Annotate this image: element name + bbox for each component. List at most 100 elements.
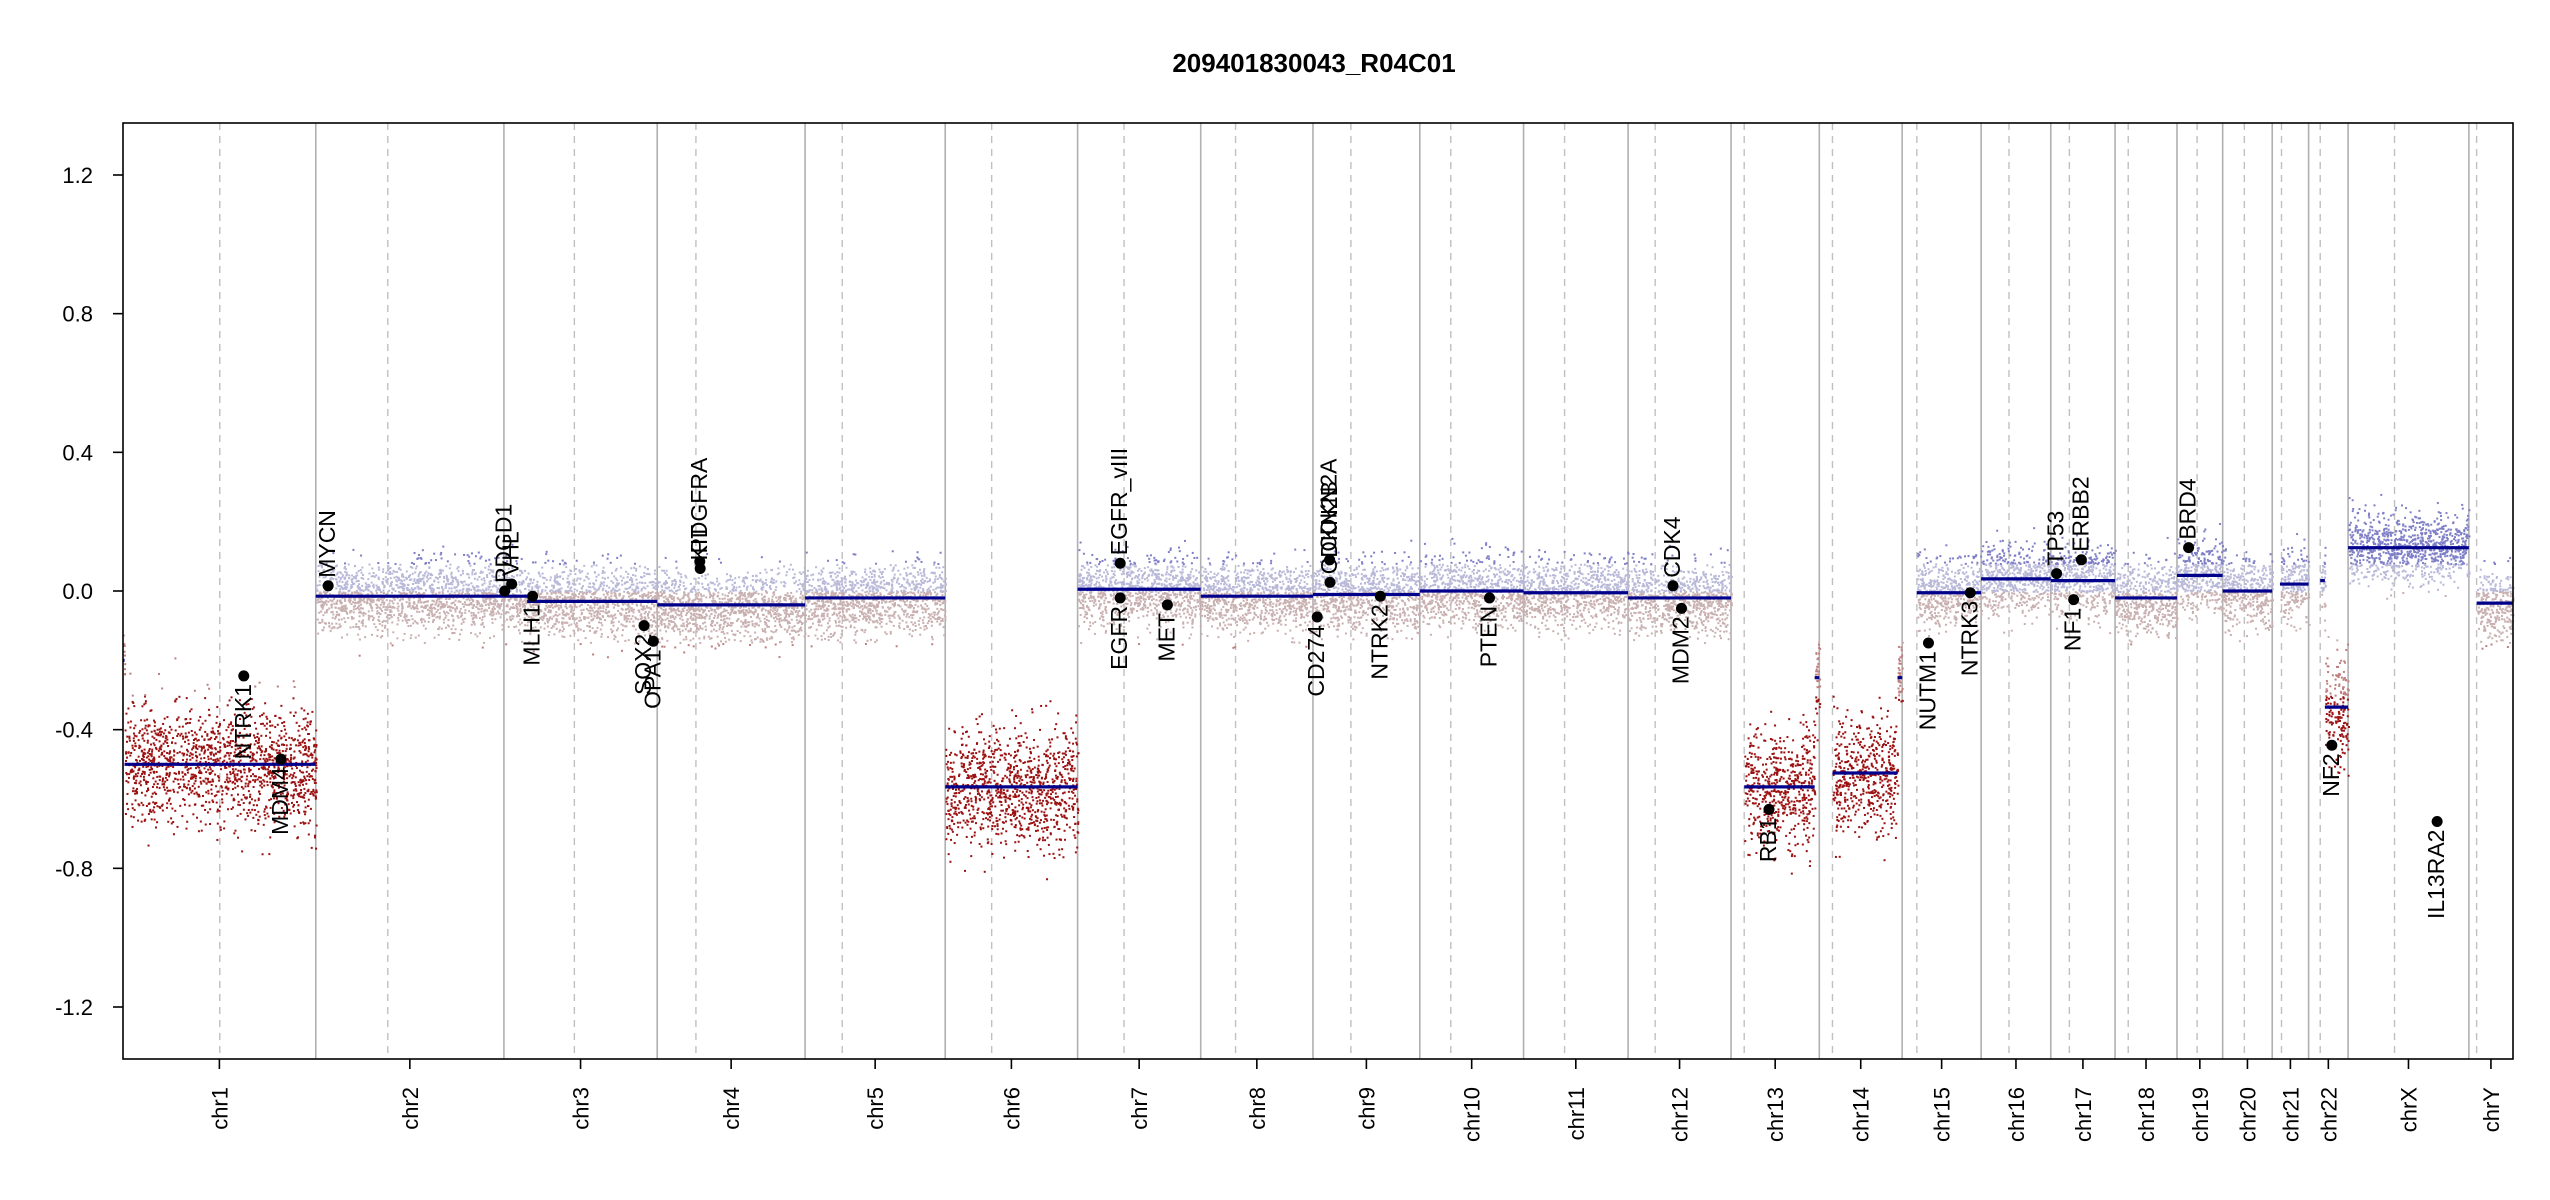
probe-point [258, 681, 261, 684]
probe-point [511, 614, 514, 617]
probe-point [359, 597, 362, 600]
probe-point [570, 590, 573, 593]
probe-point [300, 780, 303, 783]
probe-point [233, 751, 236, 754]
probe-point [611, 631, 614, 634]
probe-point [559, 590, 562, 593]
probe-point [399, 614, 402, 617]
probe-point [695, 626, 698, 629]
probe-point [468, 555, 471, 558]
probe-point [564, 605, 567, 608]
probe-point [496, 605, 499, 608]
probe-point [600, 633, 603, 636]
probe-point [584, 637, 587, 640]
probe-point [595, 617, 598, 620]
probe-point [262, 765, 265, 768]
probe-point [150, 743, 153, 746]
probe-point [150, 810, 153, 813]
probe-point [234, 782, 237, 785]
probe-point [192, 776, 195, 779]
probe-point [596, 614, 599, 617]
probe-point [685, 587, 688, 590]
probe-point [178, 786, 181, 789]
probe-point [165, 806, 168, 809]
probe-point [131, 807, 134, 810]
probe-point [549, 611, 552, 614]
probe-point [490, 614, 493, 617]
probe-point [513, 606, 516, 609]
probe-point [247, 724, 250, 727]
probe-point [635, 603, 638, 606]
probe-point [152, 801, 155, 804]
probe-point [164, 780, 167, 783]
probe-point [127, 808, 130, 811]
probe-point [341, 597, 344, 600]
probe-point [311, 754, 314, 757]
probe-point [300, 771, 303, 774]
probe-point [371, 609, 374, 612]
probe-point [571, 614, 574, 617]
probe-point [529, 604, 532, 607]
probe-point [791, 626, 794, 629]
probe-point [357, 587, 360, 590]
probe-point [286, 758, 289, 761]
probe-point [727, 592, 730, 595]
probe-point [431, 588, 434, 591]
probe-point [435, 599, 438, 602]
probe-point [460, 622, 463, 625]
probe-point [610, 620, 613, 623]
probe-point [519, 598, 522, 601]
probe-point [497, 587, 500, 590]
probe-point [646, 585, 649, 588]
probe-point [386, 569, 389, 572]
probe-point [714, 601, 717, 604]
probe-point [163, 717, 166, 720]
probe-point [392, 631, 395, 634]
probe-point [763, 595, 766, 598]
probe-point [371, 599, 374, 602]
probe-point [494, 600, 497, 603]
probe-point [297, 729, 300, 732]
probe-point [475, 616, 478, 619]
probe-point [459, 574, 462, 577]
probe-point [682, 581, 685, 584]
probe-point [464, 601, 467, 604]
probe-point [416, 622, 419, 625]
probe-point [483, 609, 486, 612]
probe-point [677, 585, 680, 588]
probe-point [255, 751, 258, 754]
probe-point [445, 582, 448, 585]
probe-point [507, 567, 510, 570]
probe-point [664, 572, 667, 575]
probe-point [208, 746, 211, 749]
probe-point [209, 823, 212, 826]
probe-point [596, 603, 599, 606]
probe-point [724, 640, 727, 643]
probe-point [710, 622, 713, 625]
probe-point [285, 796, 288, 799]
probe-point [196, 793, 199, 796]
probe-point [513, 626, 516, 629]
probe-point [751, 574, 754, 577]
probe-point [309, 720, 312, 723]
probe-point [294, 776, 297, 779]
probe-point [477, 551, 480, 554]
probe-point [430, 611, 433, 614]
probe-point [413, 587, 416, 590]
probe-point [286, 791, 289, 794]
probe-point [663, 645, 666, 648]
probe-point [637, 632, 640, 635]
probe-point [731, 622, 734, 625]
probe-point [623, 602, 626, 605]
probe-point [452, 632, 455, 635]
probe-point [657, 624, 660, 627]
probe-point [555, 573, 558, 576]
probe-point [614, 603, 617, 606]
probe-point [520, 591, 523, 594]
probe-point [217, 775, 220, 778]
probe-point [568, 580, 571, 583]
probe-point [802, 597, 805, 600]
probe-point [471, 607, 474, 610]
probe-point [367, 589, 370, 592]
probe-point [537, 591, 540, 594]
